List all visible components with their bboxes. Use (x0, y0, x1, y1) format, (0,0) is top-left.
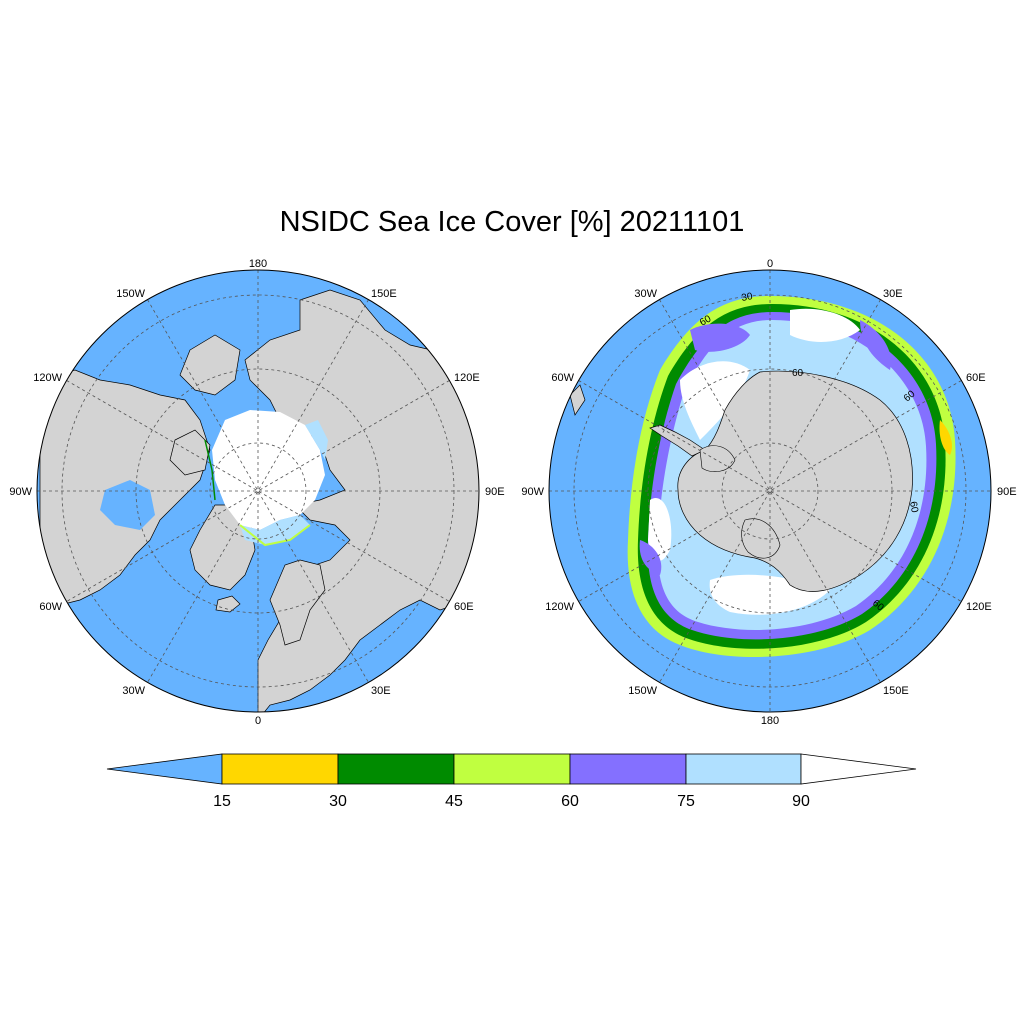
south-label-60w: 60W (551, 372, 574, 384)
south-graticule (549, 270, 991, 712)
south-ice-patch-60a (690, 323, 750, 352)
south-label-left: 90W (521, 486, 544, 498)
north-map-border (36, 269, 480, 713)
north-label-top: 180 (249, 258, 267, 270)
south-land-peninsula (649, 424, 706, 457)
south-label-120e: 120E (966, 601, 992, 613)
colorbar-high-triangle (800, 753, 917, 785)
north-label-120e: 120E (454, 372, 480, 384)
south-ice-patch-weddell (680, 361, 750, 440)
colorbar-box-75-90 (685, 753, 802, 785)
north-labels: 180 0 90W 90E 150W 150E 120W 120E 60W 60… (9, 258, 504, 727)
north-land-iceland (215, 595, 241, 613)
north-graticule (37, 270, 479, 712)
colorbar-low-triangle (106, 753, 223, 785)
south-label-right: 90E (997, 486, 1017, 498)
south-contour-label-3: 60 (792, 368, 804, 379)
north-hudson-bay (100, 480, 155, 530)
north-label-30e: 30E (371, 685, 391, 697)
south-ice-patch-top (790, 308, 860, 342)
south-contour-label-2: 30 (741, 291, 754, 304)
south-ice-edge-15 (939, 420, 952, 455)
north-ice-edge-45 (239, 524, 311, 547)
north-label-120w: 120W (33, 372, 62, 384)
north-ice-core (212, 410, 325, 530)
north-label-150e: 150E (371, 288, 397, 300)
north-label-bottom: 0 (255, 715, 261, 727)
colorbar-tick-75: 75 (677, 793, 695, 810)
north-ice-edge-30 (204, 439, 216, 501)
north-label-right: 90E (485, 486, 505, 498)
north-land-alaska (179, 334, 241, 396)
south-map-border (548, 269, 992, 713)
south-label-150w: 150W (628, 685, 657, 697)
colorbar-tick-45: 45 (445, 793, 463, 810)
south-land-south-america (569, 384, 586, 416)
south-label-bottom: 180 (761, 715, 779, 727)
colorbar-tick-15: 15 (213, 793, 231, 810)
south-ice-patch-60b (860, 320, 891, 370)
north-label-left: 90W (9, 486, 32, 498)
south-label-top: 0 (767, 258, 773, 270)
colorbar-box-15-30 (221, 753, 339, 785)
north-polar-map: 180 0 90W 90E 150W 150E 120W 120E 60W 60… (9, 258, 504, 727)
north-label-30w: 30W (122, 685, 145, 697)
south-contour-label-5: 60 (907, 501, 920, 514)
south-label-150e: 150E (883, 685, 909, 697)
south-labels: 0 180 90W 90E 30W 30E 60W 60E 120W 120E … (521, 258, 1016, 727)
colorbar-tick-90: 90 (792, 793, 810, 810)
south-label-120w: 120W (545, 601, 574, 613)
colorbar-box-30-45 (337, 753, 455, 785)
colorbar-box-60-75 (569, 753, 687, 785)
south-label-30w: 30W (634, 288, 657, 300)
south-contour-label-1: 60 (698, 313, 714, 328)
south-polar-map: 60 30 60 60 60 60 0 180 90W 90E 30W 30E … (521, 258, 1016, 727)
colorbar: 15 30 45 60 75 90 (106, 753, 917, 810)
north-label-60e: 60E (454, 601, 474, 613)
south-ice-shelf-weddell (699, 445, 736, 473)
north-land-arctic-islands (169, 429, 211, 476)
north-land-scandinavia (269, 559, 326, 646)
south-label-30e: 30E (883, 288, 903, 300)
north-label-60w: 60W (39, 601, 62, 613)
south-ice-patch-west (648, 498, 672, 561)
colorbar-tick-60: 60 (561, 793, 579, 810)
south-label-60e: 60E (966, 372, 986, 384)
colorbar-box-45-60 (453, 753, 571, 785)
figure-title: NSIDC Sea Ice Cover [%] 20211101 (279, 206, 745, 238)
colorbar-tick-30: 30 (329, 793, 347, 810)
north-label-150w: 150W (116, 288, 145, 300)
north-ice-fringe-light-2 (305, 420, 328, 460)
south-ice-patch-60c (639, 540, 662, 575)
